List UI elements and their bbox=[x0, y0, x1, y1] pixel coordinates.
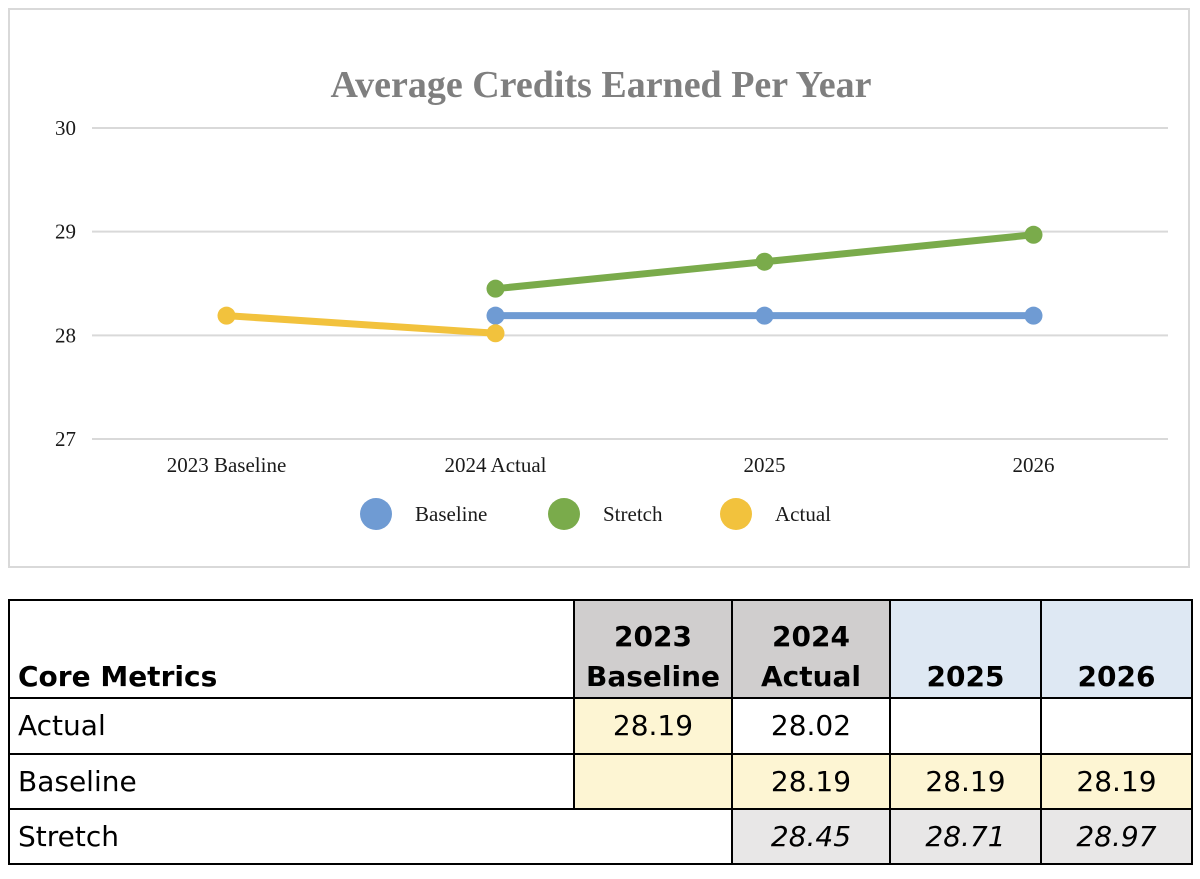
legend-item-stretch: Stretch bbox=[548, 498, 663, 530]
series-baseline bbox=[486, 306, 1043, 325]
table-row-stretch: Stretch 28.45 28.71 28.97 bbox=[8, 807, 1193, 866]
y-axis-ticks: 27 28 29 30 bbox=[55, 116, 76, 451]
legend-item-baseline: Baseline bbox=[360, 498, 487, 530]
data-point bbox=[755, 252, 774, 271]
data-point bbox=[486, 279, 505, 298]
table-row-actual: Actual 28.19 28.02 bbox=[8, 697, 1193, 755]
y-tick-label: 29 bbox=[55, 220, 76, 244]
header-2025: 2025 bbox=[889, 598, 1042, 700]
legend-label: Actual bbox=[775, 502, 831, 526]
x-tick-label: 2024 Actual bbox=[444, 453, 546, 477]
y-tick-label: 30 bbox=[55, 116, 76, 140]
x-tick-label: 2026 bbox=[1013, 453, 1055, 477]
table-title: Core Metrics bbox=[8, 598, 575, 700]
x-tick-label: 2025 bbox=[744, 453, 786, 477]
table-header-row: Core Metrics 2023 Baseline 2024 Actual 2… bbox=[8, 598, 1193, 700]
grid bbox=[92, 127, 1168, 440]
header-2024-actual: 2024 Actual bbox=[731, 598, 891, 700]
series-stretch bbox=[486, 225, 1043, 298]
cell-stretch-2025: 28.71 bbox=[889, 807, 1042, 866]
x-tick-label: 2023 Baseline bbox=[167, 453, 287, 477]
data-point bbox=[217, 306, 236, 325]
series-line bbox=[226, 312, 496, 337]
legend-marker bbox=[720, 498, 752, 530]
cell-actual-2025 bbox=[889, 697, 1042, 755]
series-lines bbox=[217, 225, 1043, 343]
data-point bbox=[1024, 225, 1043, 244]
header-2023-baseline: 2023 Baseline bbox=[573, 598, 733, 700]
cell-baseline-2026: 28.19 bbox=[1040, 752, 1193, 810]
table-row-baseline: Baseline 28.19 28.19 28.19 bbox=[8, 752, 1193, 810]
legend-marker bbox=[360, 498, 392, 530]
cell-actual-2024: 28.02 bbox=[731, 697, 891, 755]
data-point bbox=[755, 306, 774, 325]
cell-baseline-2024: 28.19 bbox=[731, 752, 891, 810]
chart-title: Average Credits Earned Per Year bbox=[331, 64, 872, 106]
cell-actual-2023: 28.19 bbox=[573, 697, 733, 755]
legend: Baseline Stretch Actual bbox=[360, 498, 831, 530]
row-label-actual: Actual bbox=[8, 697, 575, 755]
cell-stretch-2024: 28.45 bbox=[731, 807, 891, 866]
line-chart: Average Credits Earned Per Year 27 28 29 30… bbox=[55, 64, 1168, 530]
row-label-stretch: Stretch bbox=[8, 807, 733, 866]
legend-label: Stretch bbox=[603, 502, 663, 526]
cell-baseline-2025: 28.19 bbox=[889, 752, 1042, 810]
core-metrics-table: Core Metrics 2023 Baseline 2024 Actual 2… bbox=[8, 598, 1193, 866]
data-point bbox=[486, 306, 505, 325]
cell-actual-2026 bbox=[1040, 697, 1193, 755]
header-2026: 2026 bbox=[1040, 598, 1193, 700]
cell-baseline-2023 bbox=[573, 752, 733, 810]
legend-item-actual: Actual bbox=[720, 498, 831, 530]
y-tick-label: 27 bbox=[55, 427, 76, 451]
legend-marker bbox=[548, 498, 580, 530]
data-point bbox=[1024, 306, 1043, 325]
legend-label: Baseline bbox=[415, 502, 487, 526]
y-tick-label: 28 bbox=[55, 323, 76, 347]
data-point bbox=[486, 324, 505, 343]
row-label-baseline: Baseline bbox=[8, 752, 575, 810]
cell-stretch-2026: 28.97 bbox=[1040, 807, 1193, 866]
x-axis-ticks: 2023 Baseline 2024 Actual 2025 2026 bbox=[167, 453, 1055, 477]
series-actual bbox=[217, 306, 505, 343]
chart-frame: Average Credits Earned Per Year 27 28 29 30… bbox=[8, 8, 1190, 568]
